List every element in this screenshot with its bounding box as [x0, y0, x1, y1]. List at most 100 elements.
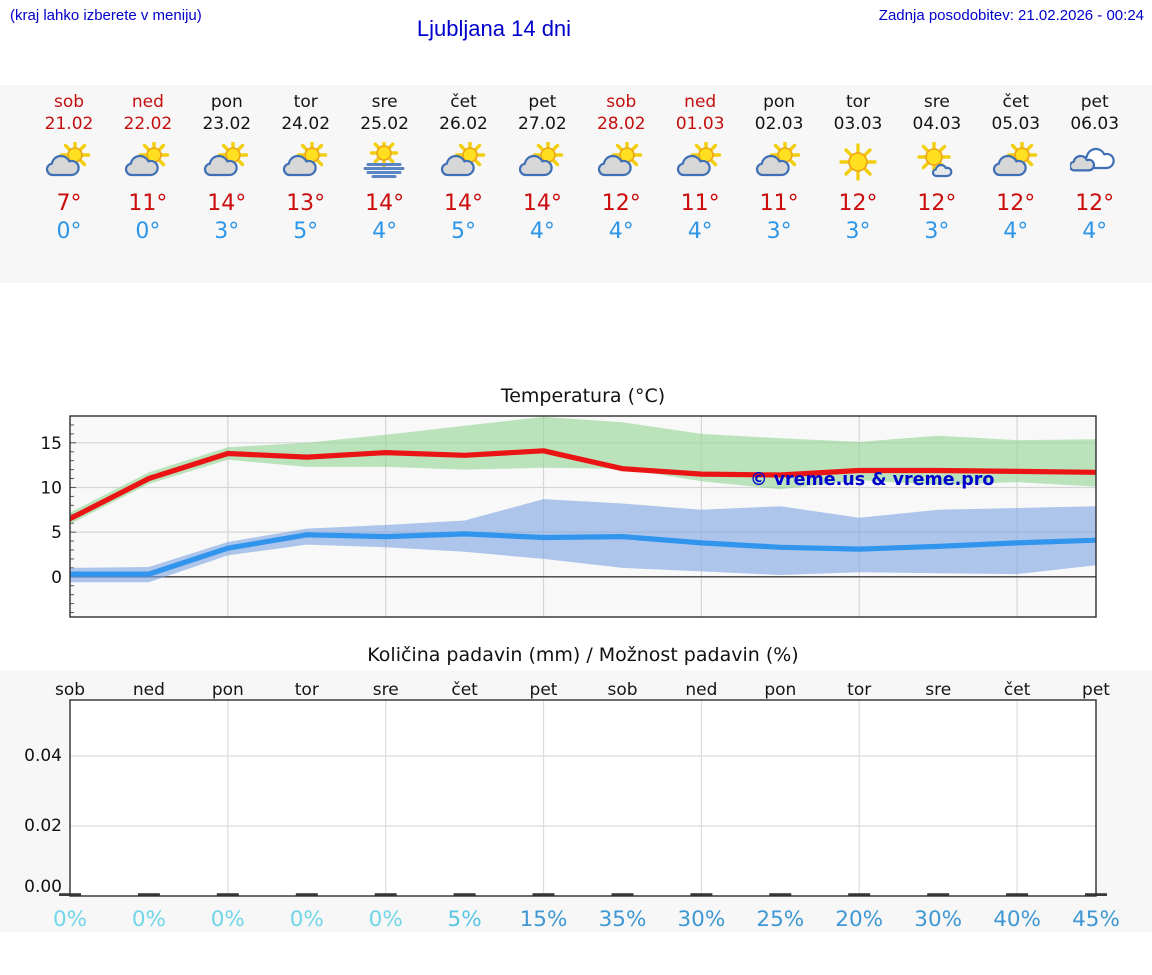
low-temp-label: 3°	[845, 219, 871, 244]
partly-cloudy-icon	[992, 142, 1037, 177]
svg-text:0.02: 0.02	[24, 816, 62, 836]
day-date-label: 04.03	[912, 114, 962, 134]
precip-day-label: pon	[212, 680, 244, 700]
precip-bar	[137, 893, 160, 896]
cloudy-icon	[1069, 147, 1115, 172]
day-date-label: 24.02	[281, 114, 331, 134]
partly-cloudy-icon	[45, 142, 91, 177]
day-date-label: 06.03	[1070, 114, 1120, 134]
precip-bar	[295, 893, 318, 896]
precip-bar	[532, 893, 555, 896]
precip-percent-label: 15%	[520, 907, 568, 932]
high-temp-label: 12°	[996, 191, 1036, 216]
precip-percent-label: 30%	[914, 907, 962, 932]
day-name-label: pon	[763, 92, 796, 112]
day-name-label: sre	[923, 92, 950, 112]
forecast-day: pet 06.03 12° 4°	[1051, 91, 1139, 245]
precip-percent-label: 45%	[1072, 907, 1120, 932]
day-date-label: 28.02	[596, 114, 646, 134]
day-name-label: sob	[53, 92, 85, 112]
high-temp-label: 14°	[207, 191, 247, 216]
precip-percent-label: 30%	[678, 907, 726, 932]
precip-bar	[927, 893, 950, 896]
precip-percent-label: 25%	[756, 907, 804, 932]
day-date-label: 23.02	[202, 114, 252, 134]
precip-percent-label: 0%	[53, 907, 87, 932]
precip-day-label: ned	[685, 680, 717, 700]
low-temp-label: 3°	[766, 219, 792, 244]
high-temp-label: 14°	[365, 191, 405, 216]
high-temp-label: 11°	[128, 191, 168, 216]
day-date-label: 26.02	[439, 114, 488, 134]
fog-sun-icon	[363, 142, 405, 178]
low-temp-label: 4°	[372, 219, 398, 244]
forecast-strip: sob 21.02 7° 0° ned 22.02 11° 0° pon 23.…	[0, 85, 1152, 283]
precip-day-label: čet	[451, 680, 478, 700]
max temperature-band	[70, 416, 1096, 525]
low-temp-label: 5°	[293, 219, 319, 244]
forecast-day: sob 21.02 7° 0°	[25, 91, 113, 245]
low-temp-label: 0°	[135, 219, 161, 244]
day-date-label: 22.02	[123, 114, 173, 134]
min temperature-band	[70, 499, 1096, 583]
partly-cloudy-icon	[677, 142, 722, 177]
precip-percent-label: 0%	[290, 907, 324, 932]
precip-day-label: pet	[530, 680, 558, 700]
day-name-label: čet	[1002, 92, 1030, 112]
day-date-label: 03.03	[833, 114, 883, 134]
high-temp-label: 12°	[1075, 191, 1115, 216]
high-temp-label: 13°	[286, 191, 326, 216]
precip-percent-label: 0%	[211, 907, 245, 932]
precip-bar	[611, 893, 634, 896]
svg-text:0: 0	[51, 568, 62, 588]
low-temp-label: 4°	[687, 219, 713, 244]
day-name-label: tor	[845, 92, 871, 112]
svg-text:0.00: 0.00	[24, 877, 62, 897]
precip-day-label: sre	[373, 680, 399, 700]
high-temp-label: 14°	[522, 191, 562, 216]
high-temp-label: 11°	[759, 191, 799, 216]
precip-day-label: sob	[55, 680, 85, 700]
high-temp-label: 7°	[56, 191, 82, 216]
forecast-day: tor 24.02 13° 5°	[262, 91, 350, 245]
precip-day-label: sob	[607, 680, 637, 700]
precip-bar	[216, 893, 239, 896]
low-temp-label: 5°	[451, 219, 476, 244]
precip-day-label: tor	[295, 680, 319, 700]
low-temp-label: 4°	[529, 219, 555, 244]
partly-cloudy-icon	[755, 142, 801, 177]
precip-chart-title: Količina padavin (mm) / Možnost padavin …	[367, 644, 799, 666]
low-temp-label: 0°	[56, 219, 82, 244]
partly-cloudy-icon	[282, 142, 327, 177]
day-name-label: sre	[371, 92, 398, 112]
forecast-day: sob 28.02 12° 4°	[577, 91, 665, 245]
menu-hint: (kraj lahko izberete v meniju)	[10, 7, 202, 24]
day-name-label: čet	[450, 92, 477, 112]
forecast-day: pet 27.02 14° 4°	[498, 91, 586, 245]
precip-day-label: tor	[847, 680, 871, 700]
precip-percent-label: 0%	[132, 907, 166, 932]
precip-bar	[769, 893, 792, 896]
last-update-label: Zadnja posodobitev: 21.02.2026 - 00:24	[878, 7, 1144, 24]
precip-bar	[690, 893, 713, 896]
low-temp-label: 4°	[1082, 219, 1108, 244]
day-date-label: 02.03	[754, 114, 804, 134]
high-temp-label: 11°	[680, 191, 720, 216]
precip-day-label: čet	[1004, 680, 1031, 700]
svg-text:5: 5	[51, 523, 62, 543]
low-temp-label: 3°	[214, 219, 240, 244]
temperature-chart: 0 5 10 15 © vreme.us & vreme.pro	[40, 415, 1097, 618]
forecast-day: čet 05.03 12° 4°	[972, 91, 1060, 245]
high-temp-label: 12°	[838, 191, 878, 216]
watermark: © vreme.us & vreme.pro	[750, 470, 994, 490]
precip-bar	[848, 893, 871, 896]
precip-bar	[374, 893, 397, 896]
precipitation-chart: sob ned pon tor sre čet pet sob ned pon tor sre čet p…	[24, 680, 1120, 932]
precip-percent-label: 20%	[835, 907, 883, 932]
precip-percent-label: 5%	[448, 907, 482, 932]
forecast-day: tor 03.03 12° 3°	[814, 91, 902, 245]
day-name-label: pet	[528, 92, 557, 112]
partly-cloudy-icon	[440, 142, 485, 177]
low-temp-label: 3°	[924, 219, 950, 244]
precip-day-label: pet	[1082, 680, 1110, 700]
